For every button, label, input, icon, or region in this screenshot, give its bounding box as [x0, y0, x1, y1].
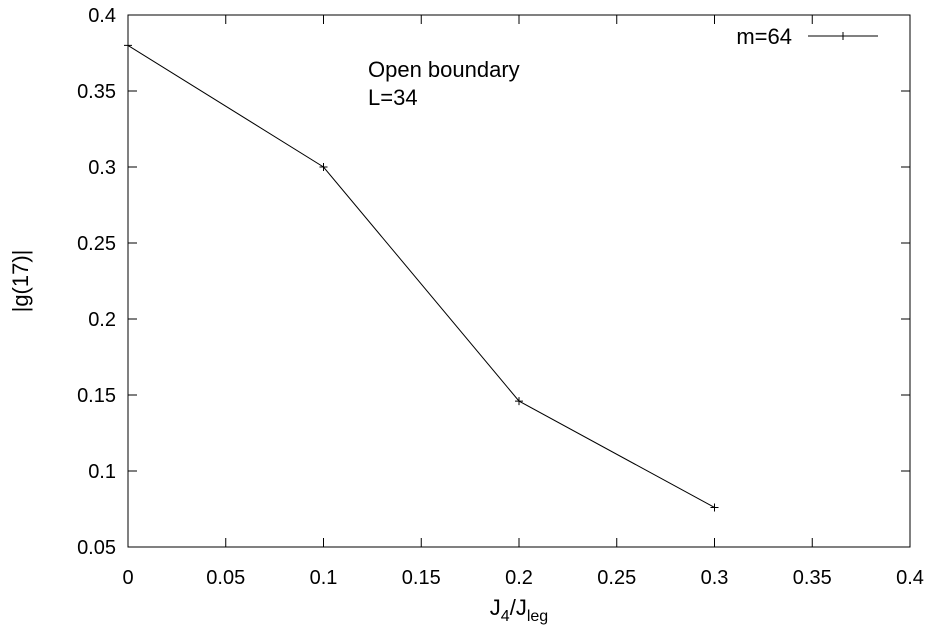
plot-frame — [127, 14, 911, 548]
y-axis-label: |g(17)| — [8, 250, 33, 313]
data-point-marker — [515, 397, 523, 406]
x-tick-label: 0 — [122, 567, 133, 589]
x-tick-label: 0.15 — [402, 567, 441, 589]
x-tick-label: 0.25 — [597, 567, 636, 589]
x-axis-label-main: J — [490, 595, 501, 620]
x-tick-label: 0.2 — [505, 567, 533, 589]
x-tick-label: 0.35 — [793, 567, 832, 589]
y-tick-label: 0.3 — [88, 157, 116, 179]
y-tick-label: 0.4 — [88, 5, 116, 27]
legend-point-marker — [839, 32, 847, 40]
data-point-marker — [319, 163, 328, 171]
x-axis-label-sub2: leg — [527, 608, 548, 625]
x-axis-label-sub1: 4 — [501, 608, 510, 625]
series-line — [127, 44, 715, 508]
series-group — [124, 41, 719, 512]
legend: m=64 — [736, 24, 878, 49]
x-tick-label: 0.05 — [206, 567, 245, 589]
x-axis-label: J4/Jleg — [490, 595, 548, 625]
y-tick-labels: 0.05 0.1 0.15 0.2 0.25 0.3 0.35 0.4 — [77, 5, 116, 559]
annotation-length: L=34 — [368, 85, 418, 110]
x-tick-label: 0.4 — [896, 567, 924, 589]
y-tick-label: 0.2 — [88, 309, 116, 331]
x-tick-label: 0.3 — [701, 567, 729, 589]
data-point-marker — [710, 503, 719, 512]
y-tick-label: 0.05 — [77, 537, 116, 559]
annotation-open-boundary: Open boundary — [368, 57, 520, 82]
tick-marks — [127, 14, 911, 548]
y-tick-label: 0.1 — [88, 461, 116, 483]
y-tick-label: 0.25 — [77, 233, 116, 255]
x-tick-label: 0.1 — [310, 567, 338, 589]
y-tick-label: 0.15 — [77, 385, 116, 407]
x-tick-labels: 0 0.05 0.1 0.15 0.2 0.25 0.3 0.35 0.4 — [122, 567, 923, 589]
x-axis-label-slash: /J — [510, 595, 527, 620]
data-point-marker — [124, 41, 132, 50]
y-tick-label: 0.35 — [77, 81, 116, 103]
legend-label: m=64 — [736, 24, 792, 49]
